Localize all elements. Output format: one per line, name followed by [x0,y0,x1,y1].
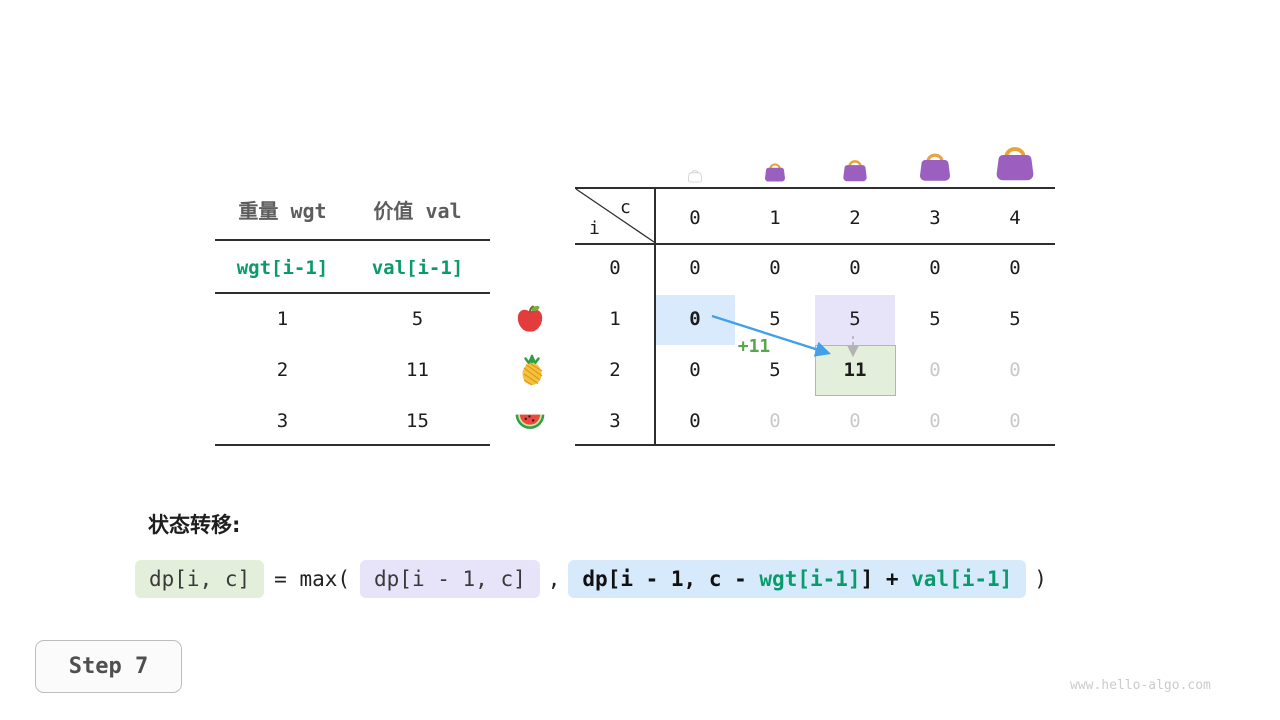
item-table-header-val: 价值 val [373,199,462,223]
dp-table-header-rule [575,243,1055,245]
dp-cell-2-0: 0 [689,359,701,381]
dp-cell-0-4: 0 [1009,257,1021,279]
bag-icon-capacity-4 [994,147,1036,183]
item-table-subheader-val: val[i-1] [371,257,464,279]
bag-icon-capacity-2 [842,160,868,183]
formula-arg2-part1: dp[i - 1, c - [582,567,760,591]
step-button[interactable]: Step 7 [35,640,182,693]
item-table-header-wgt: 重量 wgt [238,199,327,223]
dp-cell-1-1: 5 [769,308,781,330]
dp-table-vertical-rule [654,187,656,446]
dp-cell-1-2: 5 [849,308,861,330]
dp-row-header-3: 3 [609,410,621,432]
dp-cell-3-4: 0 [1009,410,1021,432]
item-val-3: 15 [406,410,429,432]
item-wgt-3: 3 [276,410,289,432]
dp-table-top-rule [575,187,1055,189]
dp-cell-2-3: 0 [929,359,941,381]
dp-cell-0-0: 0 [689,257,701,279]
dp-cell-2-4: 0 [1009,359,1021,381]
dp-cell-1-4: 5 [1009,308,1021,330]
corner-row-var: i [589,218,600,239]
dp-col-header-4: 4 [1009,207,1021,229]
formula-arg2-wgt: wgt[i-1] [759,567,861,591]
dp-cell-3-2: 0 [849,410,861,432]
watermark: www.hello-algo.com [1070,678,1211,693]
item-val-1: 5 [411,308,424,330]
formula-arg1: dp[i - 1, c] [360,560,540,598]
item-val-2: 11 [406,359,429,381]
bag-icon-capacity-1 [763,163,787,183]
dp-col-header-3: 3 [929,207,941,229]
formula-arg2-val: val[i-1] [911,567,1013,591]
dp-row-header-1: 1 [609,308,621,330]
dp-cell-2-1: 5 [769,359,781,381]
dp-col-header-0: 0 [689,207,701,229]
dp-cell-1-0: 0 [689,308,701,330]
formula-close-paren: ) [1034,567,1047,591]
dp-row-header-0: 0 [609,257,621,279]
pineapple-icon [521,354,544,386]
item-table-top-rule [215,239,490,241]
bag-icon-capacity-3 [918,153,952,183]
corner-col-var: c [620,197,631,218]
dp-col-header-1: 1 [769,207,781,229]
formula-arg2: dp[i - 1, c - wgt[i-1]] + val[i-1] [568,560,1027,598]
state-transition-formula: dp[i, c] = max( dp[i - 1, c] , dp[i - 1,… [135,560,1047,598]
dp-cell-1-3: 5 [929,308,941,330]
item-table-bottom-rule [215,444,490,446]
state-transition-heading: 状态转移: [148,513,241,537]
dp-cell-3-0: 0 [689,410,701,432]
watermelon-icon [515,414,545,429]
dp-table-bottom-rule [575,444,1055,446]
dp-cell-0-1: 0 [769,257,781,279]
dp-col-header-2: 2 [849,207,861,229]
dp-cell-3-1: 0 [769,410,781,432]
formula-operator: = max( [274,567,351,591]
dp-row-header-2: 2 [609,359,621,381]
dp-cell-2-2: 11 [843,359,867,381]
item-wgt-1: 1 [276,308,289,330]
item-table-mid-rule [215,292,490,294]
formula-arg2-part2: ] + [860,567,912,591]
item-table-subheader-wgt: wgt[i-1] [236,257,329,279]
corner-diagonal-line [575,188,655,243]
apple-icon [516,303,544,333]
dp-cell-0-3: 0 [929,257,941,279]
dp-cell-0-2: 0 [849,257,861,279]
item-wgt-2: 2 [276,359,289,381]
arrow-value-label: +11 [737,336,771,357]
formula-lhs: dp[i, c] [135,560,265,598]
bag-icon-capacity-0 [687,170,703,183]
dp-cell-3-3: 0 [929,410,941,432]
formula-comma: , [547,567,561,591]
